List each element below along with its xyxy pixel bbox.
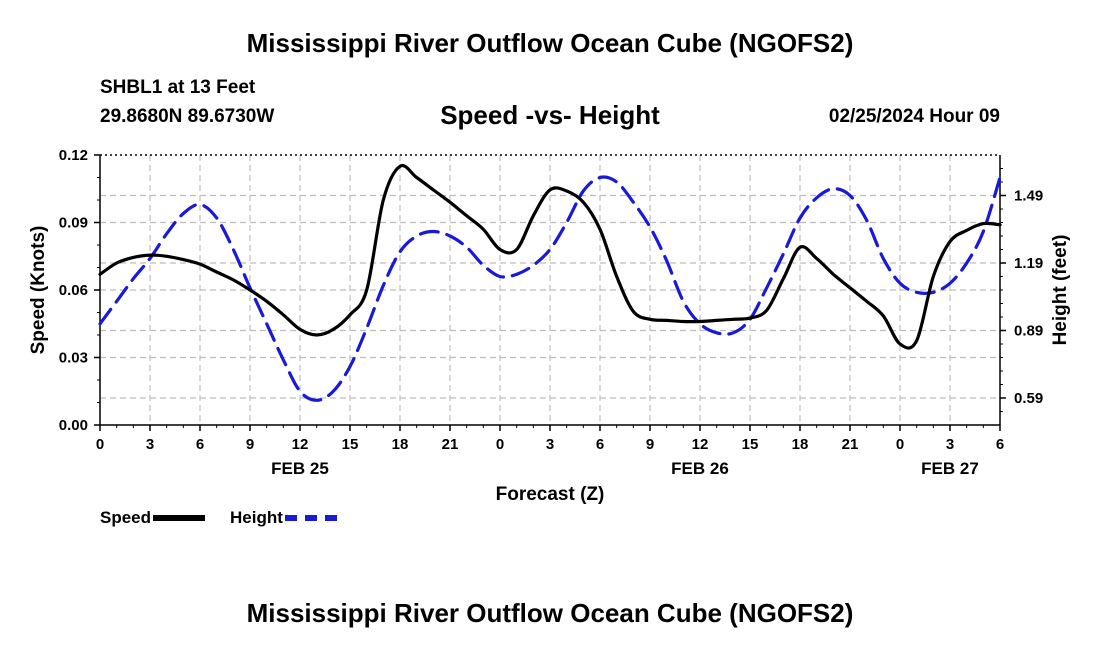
x-tick-label: 18 <box>792 436 809 453</box>
legend-height-swatch <box>284 515 337 521</box>
series-line-speed <box>98 163 1002 350</box>
x-tick-label: 15 <box>742 436 759 453</box>
y-left-axis-title: Speed (Knots) <box>28 226 49 355</box>
x-tick-label: 15 <box>342 436 359 453</box>
legend-height: Height <box>230 508 337 528</box>
main-title: Mississippi River Outflow Ocean Cube (NG… <box>246 28 854 58</box>
chart-title: Speed -vs- Height <box>440 100 660 130</box>
legend-height-label: Height <box>230 508 283 527</box>
series-line-height <box>98 175 1002 402</box>
y-left-tick-label: 0.03 <box>59 350 88 367</box>
x-tick-label: 21 <box>842 436 859 453</box>
day-label: FEB 27 <box>921 459 979 478</box>
x-tick-label: 0 <box>496 436 504 453</box>
x-tick-label: 0 <box>96 436 104 453</box>
y-right-axis-title: Height (feet) <box>1050 235 1071 346</box>
legend-speed-swatch <box>153 515 206 521</box>
y-left-tick-label: 0.06 <box>59 282 88 299</box>
x-tick-label: 12 <box>692 436 709 453</box>
x-tick-label: 9 <box>246 436 254 453</box>
footer-title: Mississippi River Outflow Ocean Cube (NG… <box>246 598 854 628</box>
day-label: FEB 25 <box>271 459 329 478</box>
y-right-tick-label: 0.59 <box>1014 390 1043 407</box>
forecast-date: 02/25/2024 Hour 09 <box>828 106 1000 127</box>
x-tick-label: 0 <box>896 436 904 453</box>
y-left-tick-label: 0.00 <box>59 417 88 434</box>
station-coordinates: 29.8680N 89.6730W <box>100 106 275 127</box>
legend-speed: Speed <box>100 508 206 528</box>
x-axis-title: Forecast (Z) <box>496 484 605 505</box>
x-tick-label: 3 <box>946 436 954 453</box>
y-right-tick-label: 1.49 <box>1014 188 1043 205</box>
x-tick-label: 6 <box>596 436 604 453</box>
x-tick-label: 6 <box>996 436 1004 453</box>
x-tick-label: 3 <box>146 436 154 453</box>
y-right-tick-label: 1.19 <box>1014 255 1043 272</box>
x-tick-label: 3 <box>546 436 554 453</box>
x-tick-label: 18 <box>392 436 409 453</box>
x-tick-label: 12 <box>292 436 309 453</box>
y-right-tick-label: 0.89 <box>1014 323 1043 340</box>
x-tick-label: 9 <box>646 436 654 453</box>
x-tick-label: 21 <box>442 436 459 453</box>
station-label: SHBL1 at 13 Feet <box>100 77 256 98</box>
legend-speed-label: Speed <box>100 508 152 527</box>
x-tick-label: 6 <box>196 436 204 453</box>
y-left-tick-label: 0.12 <box>59 147 88 164</box>
y-left-tick-label: 0.09 <box>59 215 88 232</box>
day-label: FEB 26 <box>671 459 729 478</box>
